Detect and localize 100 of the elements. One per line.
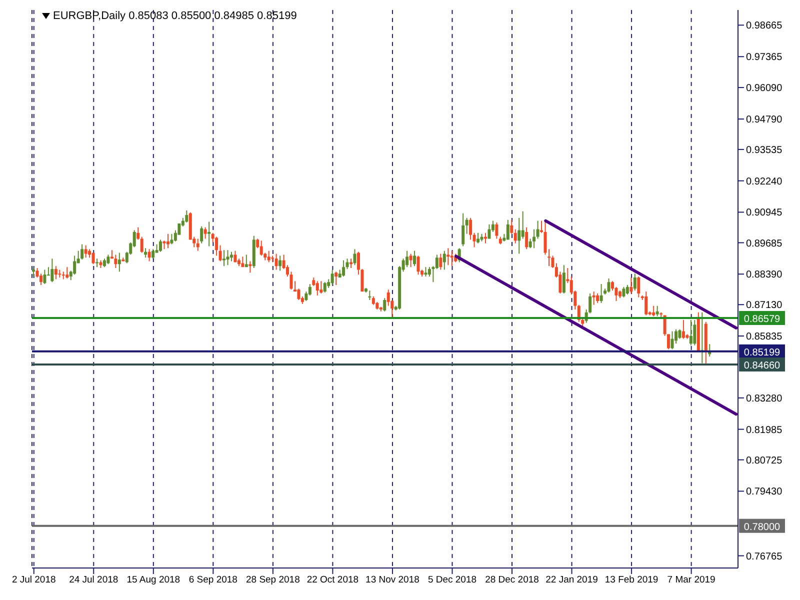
candlestick: [435, 254, 438, 270]
candlestick: [200, 226, 204, 244]
x-tick-label: 2 Jul 2018: [12, 574, 56, 586]
candlestick: [368, 290, 372, 301]
candlestick: [342, 260, 346, 278]
x-tick-label: 7 Mar 2019: [667, 574, 716, 586]
candlestick: [383, 298, 386, 312]
candlestick: [274, 253, 278, 270]
x-tick-label: 28 Dec 2018: [485, 574, 539, 586]
candlestick: [84, 244, 88, 258]
candlestick: [406, 250, 409, 268]
candlestick: [159, 239, 162, 252]
y-tick-label: 0.93535: [746, 144, 783, 156]
candlestick: [413, 250, 416, 267]
y-tick-label: 0.88390: [746, 270, 783, 281]
ref-line-label: 0.86579: [744, 314, 781, 325]
candlestick: [260, 240, 263, 256]
candlestick: [476, 232, 480, 244]
candlestick: [630, 276, 633, 294]
candlestick: [424, 266, 428, 278]
candlestick: [226, 250, 230, 266]
candlestick: [43, 269, 46, 285]
candlestick: [170, 233, 174, 245]
ref-line-label: 0.85199: [744, 347, 781, 358]
candlestick: [439, 253, 442, 270]
candlestick: [472, 232, 476, 248]
candlestick: [622, 286, 626, 298]
candlestick: [50, 258, 54, 283]
candlestick: [297, 288, 300, 301]
candlestick: [506, 219, 510, 240]
candlestick: [518, 217, 521, 254]
candlestick: [626, 284, 629, 295]
candlestick: [592, 291, 596, 306]
x-tick-label: 28 Sep 2018: [246, 574, 300, 586]
candlestick: [54, 266, 58, 280]
x-tick-label: 6 Sep 2018: [188, 574, 238, 586]
candlestick: [689, 319, 692, 346]
candlestick: [514, 228, 517, 244]
candlestick: [320, 280, 323, 294]
candlestick: [36, 268, 39, 278]
candlestick: [525, 226, 528, 250]
candlestick: [350, 258, 353, 269]
candlestick: [114, 254, 118, 269]
candlestick: [607, 278, 610, 294]
candlestick: [678, 328, 682, 340]
candlestick: [532, 228, 536, 249]
y-tick-label: 0.87130: [746, 300, 783, 312]
candlestick: [278, 255, 282, 272]
candlestick: [118, 252, 121, 272]
x-tick-label: 22 Jan 2019: [546, 574, 598, 586]
y-tick-label: 0.94790: [746, 114, 783, 126]
candlestick: [316, 280, 319, 296]
candlestick: [353, 248, 356, 266]
candlestick: [204, 226, 207, 240]
candlestick: [66, 266, 69, 279]
candlestick: [215, 236, 218, 256]
y-tick-label: 0.89685: [746, 238, 783, 250]
candlestick: [166, 233, 170, 249]
candlestick: [536, 220, 540, 240]
candlestick: [346, 258, 349, 270]
candlestick: [446, 248, 450, 266]
candlestick: [308, 284, 312, 296]
candlestick: [248, 260, 252, 274]
candlestick: [32, 266, 35, 278]
candlestick: [244, 254, 248, 268]
candlestick: [58, 269, 62, 278]
candlestick: [267, 250, 270, 263]
candlestick: [488, 224, 491, 240]
y-tick-label: 0.83280: [746, 393, 783, 404]
candlestick: [323, 282, 326, 294]
y-tick-label: 0.76765: [746, 551, 783, 562]
candlestick: [222, 250, 226, 267]
candlestick: [521, 210, 524, 240]
candlestick: [652, 305, 656, 317]
candlestick: [136, 226, 140, 240]
candlestick: [416, 255, 420, 276]
candlestick: [148, 248, 151, 262]
candlestick: [667, 334, 670, 350]
candlestick: [462, 212, 465, 247]
y-tick-label: 0.98665: [746, 20, 783, 32]
candlestick: [510, 219, 514, 234]
candlestick: [562, 264, 566, 294]
x-tick-label: 22 Oct 2018: [306, 574, 359, 586]
chart-title: EURGBP,Daily 0.85083 0.85500 0.84985 0.85199: [53, 10, 297, 22]
candlestick: [218, 244, 222, 262]
candlestick: [409, 253, 412, 268]
y-tick-label: 0.97365: [746, 52, 783, 64]
candlestick: [656, 305, 659, 317]
y-tick-label: 0.96090: [746, 83, 783, 94]
candlestick: [450, 250, 454, 267]
candlestick: [682, 319, 685, 340]
candlestick: [637, 276, 640, 298]
candlestick: [465, 217, 468, 234]
x-tick-label: 5 Dec 2018: [428, 574, 477, 586]
candlestick: [152, 248, 155, 260]
ref-line-label: 0.84660: [744, 360, 781, 372]
candlestick: [185, 210, 188, 223]
y-tick-label: 0.81985: [746, 424, 783, 436]
candlestick: [596, 292, 600, 304]
candlestick: [39, 273, 42, 286]
